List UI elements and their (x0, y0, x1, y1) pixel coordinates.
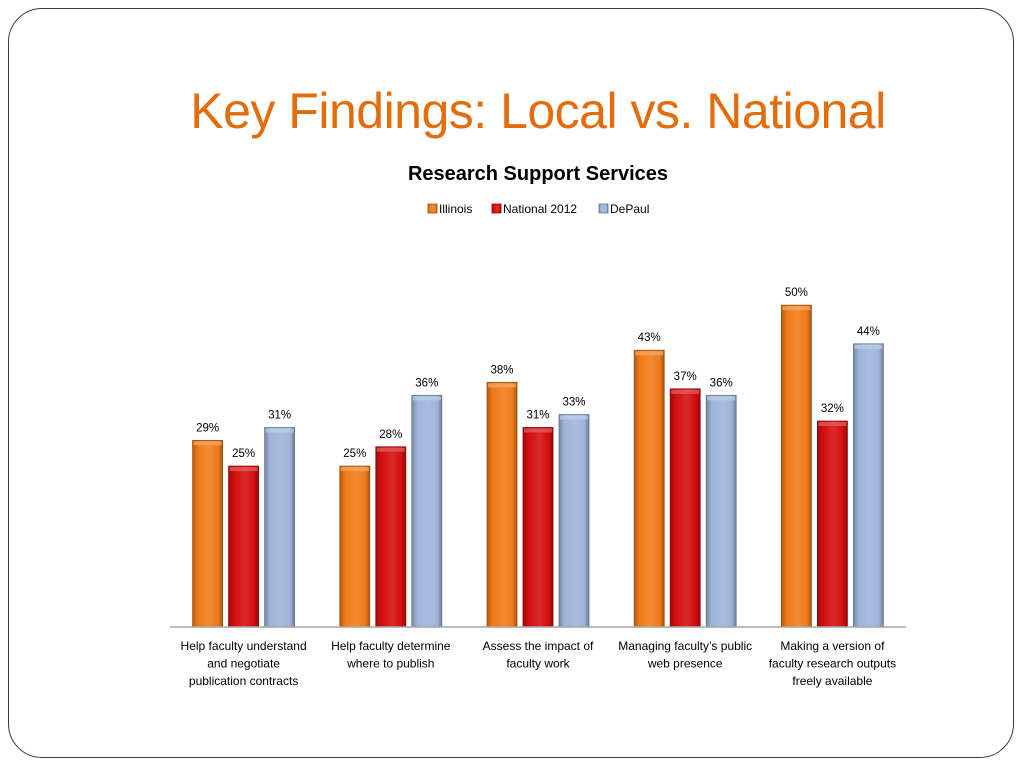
bar-highlight (412, 396, 441, 401)
category-label: Managing faculty’s public (618, 639, 752, 653)
data-label: 37% (674, 371, 697, 383)
bar-highlight (229, 467, 258, 472)
category-label: Making a version of (780, 639, 885, 653)
bar-depaul-1 (264, 427, 296, 628)
legend-label: National 2012 (503, 202, 577, 216)
chart-bars: 29% 25% 31% 25% 28% 36% 38% 31% 33% 43% 37% 36% 50% 3… (192, 287, 884, 628)
bar-highlight (376, 447, 405, 452)
category-label: web presence (647, 657, 723, 671)
bar-highlight (854, 344, 883, 349)
bar-illinois-2 (339, 465, 371, 628)
bar-highlight (818, 422, 847, 427)
category-label: faculty research outputs (769, 657, 896, 671)
category-label: freely available (792, 674, 872, 688)
bar-illinois-5 (781, 304, 812, 628)
category-labels: Help faculty understand and negotiate publ… (181, 639, 897, 688)
bar-national-2012-4 (669, 388, 701, 628)
bar-highlight (193, 441, 222, 446)
bar-illinois-3 (486, 382, 518, 628)
category-label: Assess the impact of (483, 639, 594, 653)
data-label: 29% (196, 422, 219, 434)
data-label: 36% (415, 377, 438, 389)
data-label: 31% (526, 409, 549, 421)
chart-legend: Illinois National 2012 DePaul (427, 202, 649, 216)
data-label: 33% (562, 397, 585, 409)
bar-illinois-4 (633, 349, 665, 628)
bar-highlight (782, 306, 811, 311)
data-label: 25% (232, 448, 255, 460)
bar-highlight (635, 351, 664, 356)
bar-highlight (340, 467, 369, 472)
data-label: 50% (785, 287, 808, 299)
category-label: where to publish (346, 657, 434, 671)
data-label: 31% (268, 409, 291, 421)
bar-depaul-3 (558, 414, 590, 628)
legend-swatch-depaul (598, 203, 609, 214)
bar-highlight (560, 415, 588, 420)
bar-depaul-5 (853, 343, 884, 628)
category-label: and negotiate (207, 657, 280, 671)
bar-national-2012-1 (228, 465, 260, 628)
slide-title: Key Findings: Local vs. National (190, 83, 886, 139)
bar-highlight (265, 428, 294, 433)
data-label: 43% (638, 332, 661, 344)
legend-label: DePaul (610, 202, 649, 216)
bar-depaul-4 (705, 394, 737, 628)
data-label: 36% (710, 377, 733, 389)
legend-label: Illinois (439, 202, 472, 216)
data-label: 44% (857, 326, 880, 338)
bar-highlight (671, 389, 700, 394)
category-label: faculty work (506, 657, 570, 671)
bar-illinois-1 (192, 439, 224, 628)
data-label: 38% (490, 364, 513, 376)
category-label: Help faculty understand (181, 639, 307, 653)
bar-highlight (707, 396, 736, 401)
bar-national-2012-3 (522, 427, 554, 628)
bar-highlight (488, 383, 516, 388)
bar-highlight (524, 428, 552, 433)
legend-swatch-illinois (427, 203, 438, 214)
bar-national-2012-5 (817, 420, 848, 628)
legend-swatch-national-2012 (491, 203, 502, 214)
chart-title: Research Support Services (408, 163, 668, 185)
bar-national-2012-2 (375, 446, 407, 628)
bar-depaul-2 (411, 394, 443, 628)
category-label: publication contracts (189, 674, 298, 688)
data-label: 32% (821, 403, 844, 415)
data-label: 25% (343, 448, 366, 460)
data-label: 28% (379, 429, 402, 441)
category-label: Help faculty determine (331, 639, 451, 653)
